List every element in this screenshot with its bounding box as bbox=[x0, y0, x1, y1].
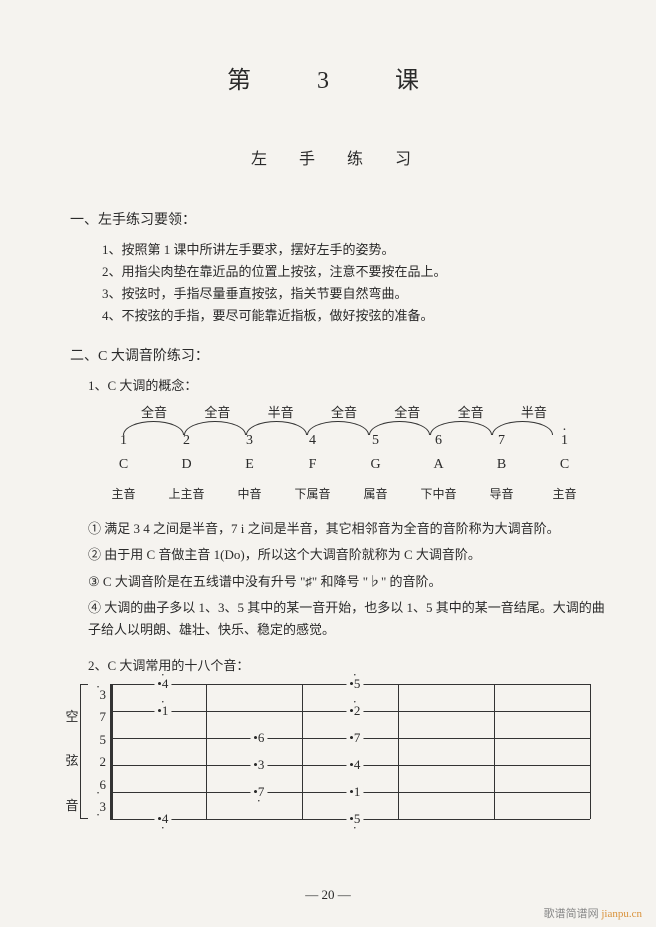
sec2-sub2: 2、C 大调常用的十八个音： bbox=[88, 655, 606, 674]
p2: ② 由于用 C 音做主音 1(Do)，所以这个大调音阶就称为 C 大调音阶。 bbox=[88, 544, 606, 566]
r6: 导音 bbox=[470, 485, 533, 502]
lesson-subtitle: 左 手 练 习 bbox=[70, 145, 606, 169]
r0: 主音 bbox=[92, 485, 155, 502]
n2: 3 bbox=[218, 433, 281, 449]
r2: 中音 bbox=[218, 485, 281, 502]
p4: ④ 大调的曲子多以 1、3、5 其中的某一音开始，也多以 1、5 其中的某一音结… bbox=[88, 597, 606, 641]
fretboard-area: 空 弦 音 3·7526·3· •4•5•1•2•6•7•3•4•7•1•4•5 bbox=[110, 684, 590, 819]
n1: 2 bbox=[155, 433, 218, 449]
n6: 7 bbox=[470, 433, 533, 449]
num-row: 1 2 3 4 5 6 7 1 bbox=[92, 433, 596, 449]
L0: C bbox=[92, 457, 155, 473]
n3: 4 bbox=[281, 433, 344, 449]
ol2: 音 bbox=[62, 795, 82, 818]
n0: 1 bbox=[92, 433, 155, 449]
sec1-l3: 3、按弦时，手指尽量垂直按弦，指关节要自然弯曲。 bbox=[102, 283, 606, 305]
p1: ① 满足 3 4 之间是半音，7 i 之间是半音，其它相邻音为全音的音阶称为大调… bbox=[88, 518, 606, 540]
watermark: 歌谱简谱网 jianpu.cn bbox=[544, 905, 642, 921]
open-string-label: 空 弦 音 bbox=[62, 684, 82, 818]
letter-row: C D E F G A B C bbox=[92, 457, 596, 473]
page-number: — 20 — bbox=[0, 887, 656, 903]
int2: 半音 bbox=[249, 402, 312, 421]
fretboard: •4•5•1•2•6•7•3•4•7•1•4•5 bbox=[110, 684, 590, 819]
n7: 1 bbox=[533, 433, 596, 449]
r7: 主音 bbox=[533, 485, 596, 502]
sec1-l1: 1、按照第 1 课中所讲左手要求，摆好左手的姿势。 bbox=[102, 239, 606, 261]
int3: 全音 bbox=[312, 402, 375, 421]
int0: 全音 bbox=[123, 402, 186, 421]
L4: G bbox=[344, 457, 407, 473]
open-string-nums: 3·7526·3· bbox=[90, 684, 106, 819]
p3: ③ C 大调音阶是在五线谱中没有升号 "♯" 和降号 "♭" 的音阶。 bbox=[88, 571, 606, 593]
wm2: jianpu.cn bbox=[601, 908, 642, 920]
r3: 下属音 bbox=[281, 485, 344, 502]
sec1-l4: 4、不按弦的手指，要尽可能靠近指板，做好按弦的准备。 bbox=[102, 305, 606, 327]
int6: 半音 bbox=[502, 402, 565, 421]
L2: E bbox=[218, 457, 281, 473]
role-row: 主音 上主音 中音 下属音 属音 下中音 导音 主音 bbox=[92, 485, 596, 502]
L5: A bbox=[407, 457, 470, 473]
r1: 上主音 bbox=[155, 485, 218, 502]
int5: 全音 bbox=[439, 402, 502, 421]
L3: F bbox=[281, 457, 344, 473]
section2-head: 二、C 大调音阶练习： bbox=[70, 345, 606, 365]
brace bbox=[80, 684, 88, 819]
L6: B bbox=[470, 457, 533, 473]
r5: 下中音 bbox=[407, 485, 470, 502]
n5: 6 bbox=[407, 433, 470, 449]
L7: C bbox=[533, 457, 596, 473]
r4: 属音 bbox=[344, 485, 407, 502]
ol0: 空 bbox=[62, 706, 82, 729]
wm1: 歌谱简谱网 bbox=[544, 908, 602, 920]
sec2-sub1: 1、C 大调的概念： bbox=[88, 375, 606, 394]
interval-row: 全音 全音 半音 全音 全音 全音 半音 bbox=[92, 402, 596, 421]
n4: 5 bbox=[344, 433, 407, 449]
sec1-l2: 2、用指尖肉垫在靠近品的位置上按弦，注意不要按在品上。 bbox=[102, 261, 606, 283]
int1: 全音 bbox=[186, 402, 249, 421]
section1-head: 一、左手练习要领： bbox=[70, 209, 606, 229]
L1: D bbox=[155, 457, 218, 473]
ol1: 弦 bbox=[62, 750, 82, 773]
lesson-title: 第 3 课 bbox=[70, 60, 606, 95]
int4: 全音 bbox=[376, 402, 439, 421]
